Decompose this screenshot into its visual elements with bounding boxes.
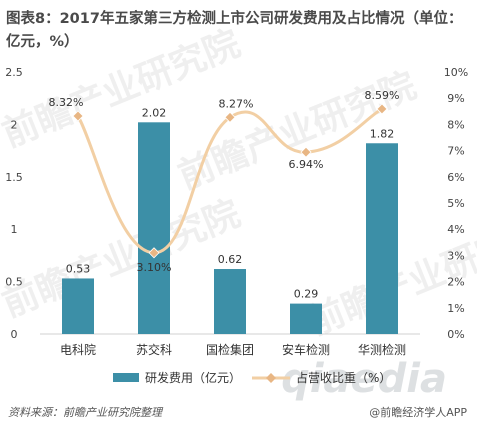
bar-data-label: 1.82 <box>370 127 395 140</box>
line-marker <box>376 103 388 115</box>
y-right-tick-label: 6% <box>447 171 464 184</box>
bar-data-label: 2.02 <box>142 106 167 119</box>
x-tick-label: 国检集团 <box>206 342 254 357</box>
y-left-tick-label: 1.5 <box>5 171 23 184</box>
line-data-label: 6.94% <box>289 158 324 171</box>
bar <box>290 303 322 334</box>
legend-marker <box>266 373 276 383</box>
y-right-tick-label: 7% <box>447 145 464 158</box>
line-data-label: 3.10% <box>137 261 172 274</box>
line-marker <box>72 110 84 122</box>
y-left-tick-label: 0.5 <box>5 276 23 289</box>
y-left-tick-label: 0 <box>11 328 18 341</box>
brand-note: @前瞻经济学人APP <box>369 406 467 419</box>
x-tick-label: 电科院 <box>60 343 96 357</box>
bar <box>214 269 246 334</box>
bar <box>366 143 398 334</box>
legend-label-line: 占营收比重（%） <box>296 370 391 385</box>
bar-data-label: 0.29 <box>294 288 319 301</box>
y-right-tick-label: 10% <box>444 66 468 79</box>
line-marker <box>300 146 312 158</box>
x-tick-label: 苏交科 <box>136 342 172 357</box>
y-right-tick-label: 3% <box>447 249 464 262</box>
line-marker <box>224 111 236 123</box>
line-marker <box>148 247 160 259</box>
y-right-tick-label: 0% <box>447 328 464 341</box>
line-data-label: 8.32% <box>49 96 84 109</box>
y-right-tick-label: 8% <box>447 118 464 131</box>
y-right-tick-label: 2% <box>447 276 464 289</box>
source-note: 资料来源：前瞻产业研究院整理 <box>8 406 162 419</box>
y-right-tick-label: 5% <box>447 197 464 210</box>
y-right-tick-label: 9% <box>447 92 464 105</box>
chart-title: 图表8：2017年五家第三方检测上市公司研发费用及占比情况（单位：亿元，%） <box>6 11 463 50</box>
y-right-tick-label: 4% <box>447 223 464 236</box>
bar-data-label: 0.62 <box>218 253 243 266</box>
y-left-tick-label: 2.5 <box>5 66 23 79</box>
line-data-label: 8.27% <box>219 97 254 110</box>
legend-swatch-bar <box>113 373 139 382</box>
bar-data-label: 0.53 <box>66 262 91 275</box>
y-left-tick-label: 1 <box>11 223 18 236</box>
bar <box>138 122 170 334</box>
x-tick-label: 华测检测 <box>358 342 406 357</box>
line-data-label: 8.59% <box>365 89 400 102</box>
line-series <box>76 107 383 255</box>
legend-label-bar: 研发费用（亿元） <box>145 370 241 385</box>
bar <box>62 278 94 334</box>
y-left-tick-label: 2 <box>11 118 18 131</box>
x-tick-label: 安车检测 <box>282 342 330 357</box>
y-right-tick-label: 1% <box>447 302 464 315</box>
